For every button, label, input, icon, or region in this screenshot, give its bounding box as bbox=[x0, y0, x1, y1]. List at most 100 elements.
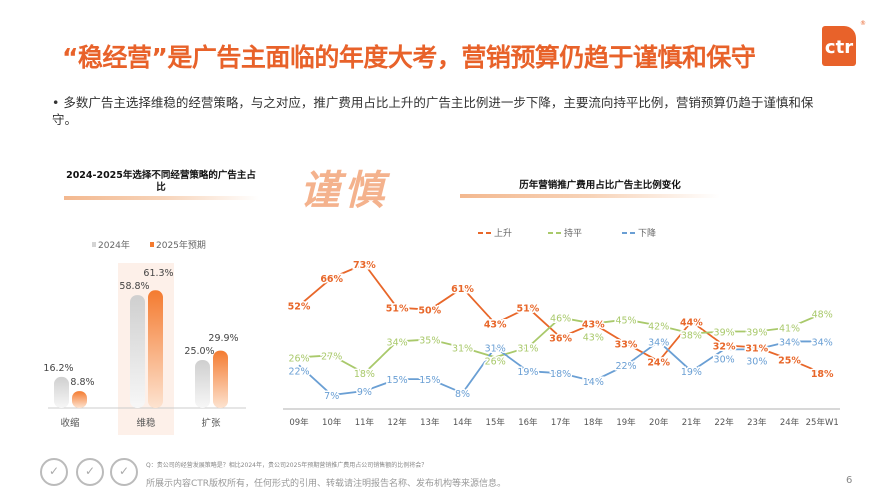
data-label-上升: 24% bbox=[647, 357, 670, 368]
line-chart-title: 历年营销推广费用占比广告主比例变化 bbox=[519, 180, 681, 191]
data-label-持平: 39% bbox=[746, 327, 767, 338]
data-label-上升: 43% bbox=[484, 320, 507, 331]
series-line-持平 bbox=[298, 312, 823, 375]
data-label-持平: 46% bbox=[550, 314, 571, 325]
x-tick-label: 15年 bbox=[486, 417, 506, 428]
copyright-note: 所展示内容CTR版权所有，任何形式的引用、转载请注明报告名称、发布机构等来源信息… bbox=[146, 479, 507, 489]
x-tick-label: 25年W1 bbox=[806, 417, 839, 428]
data-label-下降: 22% bbox=[288, 366, 309, 377]
x-tick-label: 24年 bbox=[780, 417, 800, 428]
x-tick-label: 20年 bbox=[649, 417, 669, 428]
data-label-持平: 42% bbox=[648, 322, 669, 333]
data-label-上升: 31% bbox=[745, 343, 768, 354]
data-label-下降: 15% bbox=[387, 375, 408, 386]
legend-swatch-1 bbox=[150, 242, 154, 247]
page-title: “稳经营”是广告主面临的年度大考，营销预算仍趋于谨慎和保守 bbox=[62, 43, 756, 72]
x-tick-label: 11年 bbox=[355, 417, 375, 428]
sgs-seal-icon: ✓ bbox=[76, 458, 104, 486]
data-label-持平: 31% bbox=[452, 343, 473, 354]
x-tick-label: 09年 bbox=[289, 417, 309, 428]
summary-bullet: • 多数广告主选择维稳的经营策略，与之对应，推广费用占比上升的广告主比例进一步下… bbox=[52, 95, 814, 127]
data-label-下降: 34% bbox=[648, 337, 669, 348]
x-tick-label: 12年 bbox=[387, 417, 407, 428]
data-label-上升: 32% bbox=[713, 341, 736, 352]
data-label-持平: 27% bbox=[321, 351, 342, 362]
registered-mark-icon: ® bbox=[860, 20, 866, 27]
x-tick-label: 23年 bbox=[747, 417, 767, 428]
data-label-持平: 18% bbox=[354, 369, 375, 380]
data-label-下降: 8% bbox=[455, 389, 470, 400]
legend-swatch-0 bbox=[92, 242, 96, 247]
bar-value-label: 25.0% bbox=[184, 346, 214, 357]
x-tick-label: 17年 bbox=[551, 417, 571, 428]
bar-category-label: 扩张 bbox=[201, 417, 221, 429]
data-label-持平: 45% bbox=[615, 316, 636, 327]
legend-label-0: 2024年 bbox=[98, 239, 130, 251]
x-tick-label: 13年 bbox=[420, 417, 440, 428]
line-title-underline bbox=[460, 194, 720, 198]
data-label-持平: 39% bbox=[714, 327, 735, 338]
series-line-上升 bbox=[298, 262, 823, 375]
legend-label-上升: 上升 bbox=[494, 228, 512, 239]
legend-label-下降: 下降 bbox=[638, 227, 656, 239]
survey-question: Q：贵公司的经营发展策略是？相比2024年，贵公司2025年预期营销推广费用占公… bbox=[146, 462, 428, 469]
data-label-上升: 51% bbox=[517, 304, 540, 315]
sgs-seal-icon: ✓ bbox=[40, 458, 68, 486]
x-tick-label: 22年 bbox=[714, 417, 734, 428]
data-label-上升: 33% bbox=[615, 339, 638, 350]
data-label-上升: 18% bbox=[811, 369, 834, 380]
x-tick-label: 18年 bbox=[584, 417, 604, 428]
bar-value-label: 58.8% bbox=[119, 281, 149, 292]
data-label-下降: 7% bbox=[324, 391, 339, 402]
data-label-上升: 61% bbox=[451, 284, 474, 295]
data-label-下降: 9% bbox=[357, 387, 372, 398]
data-label-持平: 34% bbox=[387, 337, 408, 348]
data-label-上升: 52% bbox=[288, 302, 311, 313]
x-tick-label: 19年 bbox=[616, 417, 636, 428]
data-label-持平: 48% bbox=[812, 310, 833, 321]
data-label-持平: 43% bbox=[583, 333, 604, 344]
data-label-上升: 25% bbox=[778, 355, 801, 366]
data-label-下降: 34% bbox=[812, 337, 833, 348]
data-label-下降: 15% bbox=[419, 375, 440, 386]
legend-label-持平: 持平 bbox=[564, 227, 582, 239]
x-tick-label: 16年 bbox=[518, 417, 538, 428]
decor-text: 谨慎 bbox=[300, 168, 388, 214]
bar-收缩-1 bbox=[72, 391, 87, 408]
data-label-持平: 26% bbox=[485, 356, 506, 367]
data-label-上升: 66% bbox=[320, 274, 343, 285]
data-label-持平: 38% bbox=[681, 331, 702, 342]
bar-title-underline bbox=[64, 196, 259, 200]
bar-维稳-0 bbox=[130, 295, 145, 408]
data-label-下降: 34% bbox=[779, 337, 800, 348]
ctr-logo: ctr bbox=[822, 26, 856, 66]
data-label-下降: 19% bbox=[681, 367, 702, 378]
data-label-下降: 30% bbox=[746, 356, 767, 367]
data-label-下降: 19% bbox=[517, 367, 538, 378]
legend-label-1: 2025年预期 bbox=[156, 239, 206, 251]
bar-value-label: 29.9% bbox=[208, 333, 238, 344]
data-label-下降: 22% bbox=[615, 361, 636, 372]
data-label-下降: 18% bbox=[550, 369, 571, 380]
bar-value-label: 61.3% bbox=[143, 268, 173, 279]
data-label-下降: 14% bbox=[583, 377, 604, 388]
data-label-下降: 31% bbox=[485, 343, 506, 354]
data-label-下降: 30% bbox=[714, 354, 735, 365]
highlight-column bbox=[118, 263, 174, 435]
bar-value-label: 8.8% bbox=[70, 377, 94, 388]
bar-category-label: 维稳 bbox=[136, 417, 156, 429]
summary-text: 多数广告主选择维稳的经营策略，与之对应，推广费用占比上升的广告主比例进一步下降，… bbox=[52, 95, 814, 127]
x-tick-label: 21年 bbox=[682, 417, 702, 428]
data-label-持平: 35% bbox=[419, 335, 440, 346]
sgs-seal-icon: ✓ bbox=[110, 458, 138, 486]
bar-chart-title: 2024-2025年选择不同经营策略的广告主占比 bbox=[66, 170, 256, 193]
bar-category-label: 收缩 bbox=[60, 417, 80, 429]
data-label-持平: 26% bbox=[288, 353, 309, 364]
data-label-上升: 43% bbox=[582, 320, 605, 331]
data-label-上升: 44% bbox=[680, 318, 703, 329]
x-tick-label: 14年 bbox=[453, 417, 473, 428]
series-line-下降 bbox=[298, 340, 823, 396]
data-label-上升: 36% bbox=[549, 333, 572, 344]
